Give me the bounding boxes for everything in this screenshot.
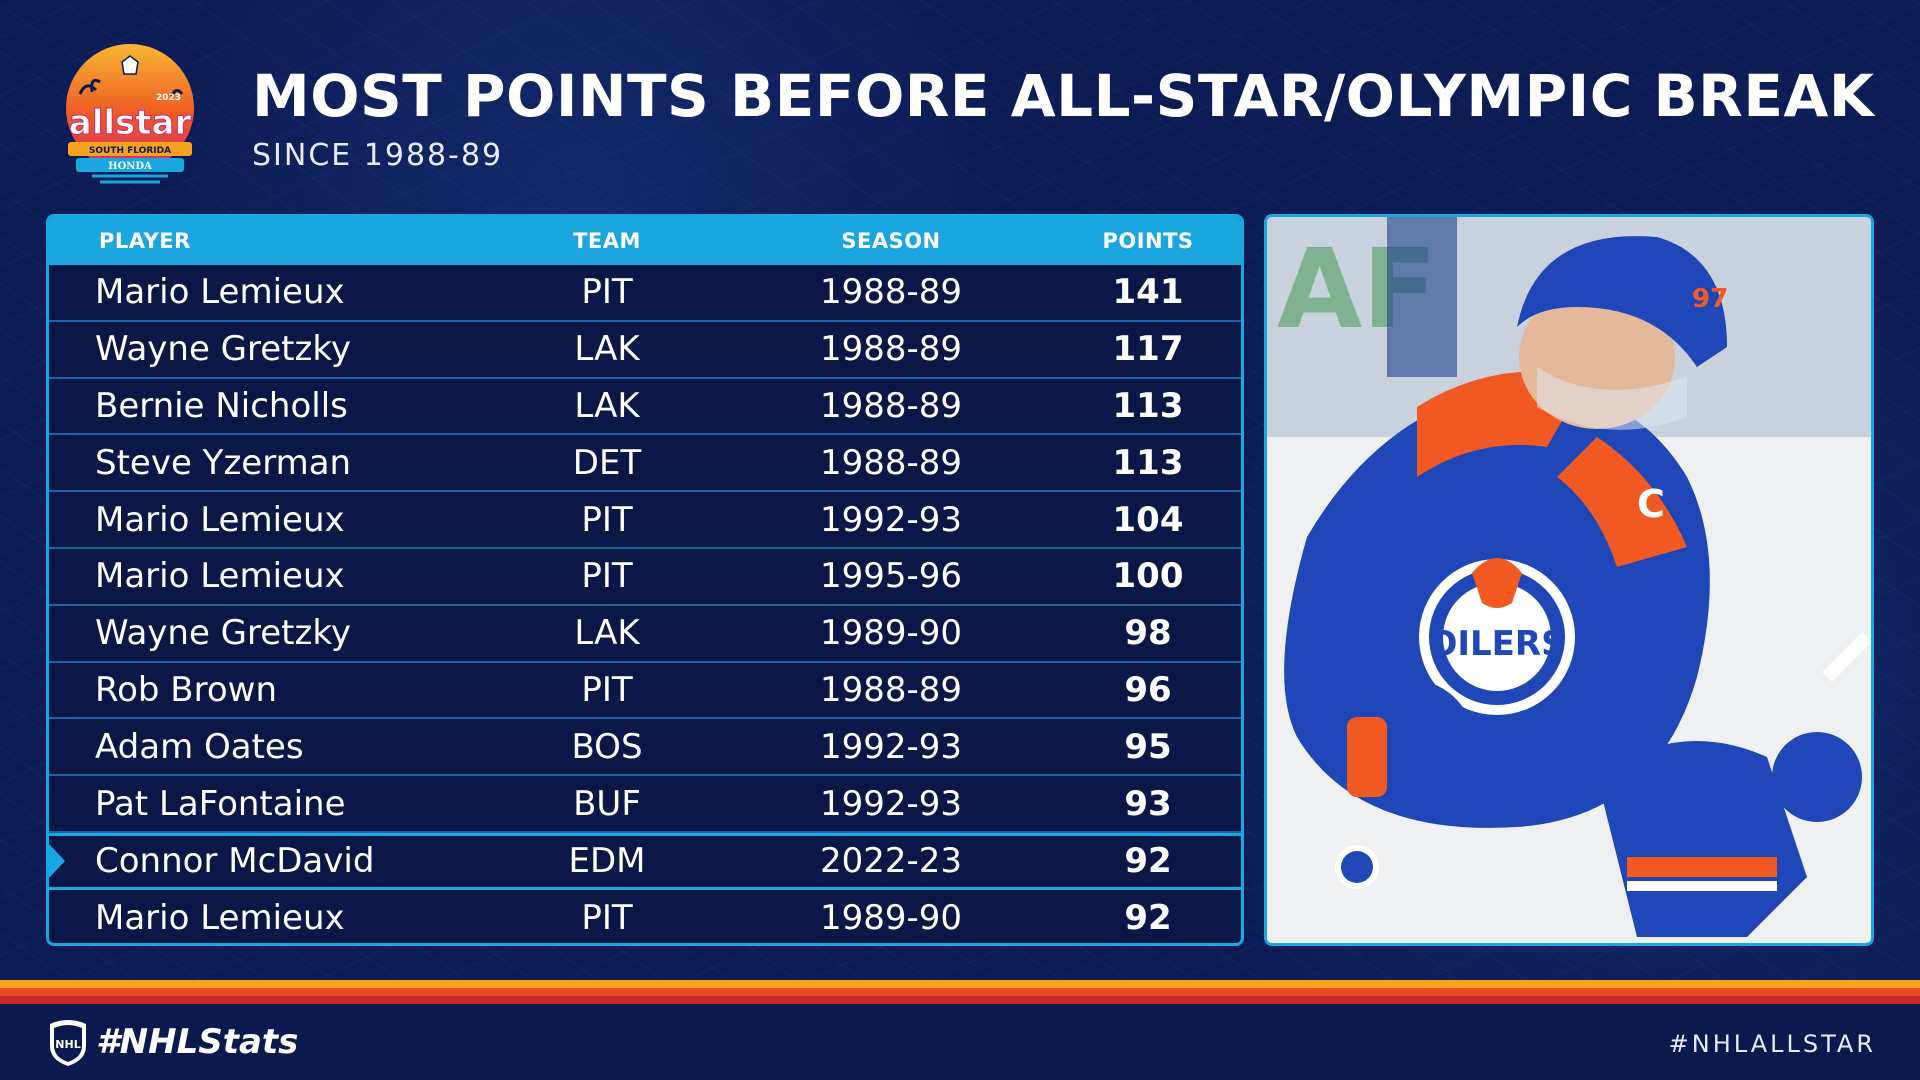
season: 1988-89 bbox=[819, 385, 963, 426]
season: 2022-23 bbox=[819, 841, 963, 882]
stripe-red-orange bbox=[0, 988, 1920, 996]
season: 1988-89 bbox=[819, 329, 963, 370]
team-code: LAK bbox=[574, 329, 640, 370]
nhl-shield-icon: NHL bbox=[50, 1020, 86, 1066]
jersey-number: 97 bbox=[1692, 284, 1728, 314]
team-code: BOS bbox=[571, 726, 643, 767]
player-name: Mario Lemieux bbox=[95, 898, 345, 939]
stripe-red bbox=[0, 996, 1920, 1004]
table-row-highlighted: Connor McDavid EDM 2022-23 92 bbox=[49, 832, 1241, 890]
table-row: Bernie Nicholls LAK 1988-89 113 bbox=[49, 379, 1241, 436]
logo-wordmark: allstar bbox=[69, 103, 192, 143]
column-header-player: PLAYER bbox=[99, 229, 191, 253]
season: 1992-93 bbox=[819, 783, 963, 824]
season: 1989-90 bbox=[819, 898, 963, 939]
points: 92 bbox=[1124, 841, 1172, 882]
shield-text: NHL bbox=[55, 1038, 80, 1051]
all-star-logo: 2023 allstar SOUTH FLORIDA HONDA bbox=[66, 44, 194, 184]
player-name: Bernie Nicholls bbox=[95, 385, 348, 426]
table-body: Mario Lemieux PIT 1988-89 141 Wayne Gret… bbox=[49, 265, 1241, 943]
points: 96 bbox=[1124, 669, 1172, 710]
season: 1988-89 bbox=[819, 272, 963, 313]
jersey-crest-text: OILERS bbox=[1428, 624, 1565, 664]
season: 1992-93 bbox=[819, 499, 963, 540]
column-header-team: TEAM bbox=[573, 229, 641, 253]
player-name: Mario Lemieux bbox=[95, 556, 345, 597]
team-code: EDM bbox=[568, 841, 646, 882]
nhl-allstar-hashtag: #NHLALLSTAR bbox=[1668, 1030, 1876, 1058]
footer: NHL #NHLStats #NHLALLSTAR bbox=[0, 1004, 1920, 1080]
points: 141 bbox=[1112, 272, 1184, 313]
table-row: Mario Lemieux PIT 1988-89 141 bbox=[49, 265, 1241, 322]
points: 100 bbox=[1112, 556, 1184, 597]
season: 1988-89 bbox=[819, 669, 963, 710]
season: 1992-93 bbox=[819, 726, 963, 767]
table-row: Mario Lemieux PIT 1992-93 104 bbox=[49, 492, 1241, 549]
points: 117 bbox=[1112, 329, 1184, 370]
points: 98 bbox=[1124, 613, 1172, 654]
team-code: LAK bbox=[574, 613, 640, 654]
stripe-orange bbox=[0, 980, 1920, 988]
team-code: LAK bbox=[574, 385, 640, 426]
table-row: Wayne Gretzky LAK 1989-90 98 bbox=[49, 606, 1241, 663]
table-row: Rob Brown PIT 1988-89 96 bbox=[49, 663, 1241, 720]
season: 1988-89 bbox=[819, 442, 963, 483]
table-row: Wayne Gretzky LAK 1988-89 117 bbox=[49, 322, 1241, 379]
team-code: PIT bbox=[581, 669, 633, 710]
team-code: PIT bbox=[581, 499, 633, 540]
points: 113 bbox=[1112, 442, 1184, 483]
points: 113 bbox=[1112, 385, 1184, 426]
player-name: Connor McDavid bbox=[95, 841, 375, 882]
page-title: MOST POINTS BEFORE ALL-STAR/OLYMPIC BREA… bbox=[252, 62, 1875, 130]
highlight-marker-icon bbox=[49, 844, 65, 879]
points: 92 bbox=[1124, 898, 1172, 939]
column-header-season: SEASON bbox=[841, 229, 941, 253]
nhl-stats-hashtag: #NHLStats bbox=[96, 1022, 299, 1062]
stats-table: PLAYER TEAM SEASON POINTS Mario Lemieux … bbox=[46, 214, 1244, 946]
table-row: Adam Oates BOS 1992-93 95 bbox=[49, 719, 1241, 777]
table-header: PLAYER TEAM SEASON POINTS bbox=[49, 217, 1241, 265]
player-photo: AF OILERS C 97 bbox=[1264, 214, 1874, 946]
player-name: Wayne Gretzky bbox=[95, 613, 351, 654]
color-stripes bbox=[0, 980, 1920, 1004]
page-subtitle: SINCE 1988-89 bbox=[252, 138, 504, 173]
table-row: Mario Lemieux PIT 1989-90 92 bbox=[49, 890, 1241, 943]
logo-year: 2023 bbox=[156, 93, 181, 103]
team-code: PIT bbox=[581, 272, 633, 313]
captain-mark: C bbox=[1637, 482, 1665, 526]
player-name: Adam Oates bbox=[95, 726, 304, 767]
season: 1989-90 bbox=[819, 613, 963, 654]
player-name: Mario Lemieux bbox=[95, 499, 345, 540]
player-name: Mario Lemieux bbox=[95, 272, 345, 313]
season: 1995-96 bbox=[819, 556, 963, 597]
table-row: Mario Lemieux PIT 1995-96 100 bbox=[49, 549, 1241, 606]
points: 95 bbox=[1124, 726, 1172, 767]
player-illustration: AF OILERS C 97 bbox=[1267, 217, 1871, 943]
team-code: DET bbox=[572, 442, 642, 483]
points: 104 bbox=[1112, 499, 1184, 540]
player-name: Steve Yzerman bbox=[95, 442, 352, 483]
player-name: Wayne Gretzky bbox=[95, 329, 351, 370]
player-name: Pat LaFontaine bbox=[95, 783, 346, 824]
points: 93 bbox=[1124, 783, 1172, 824]
team-code: PIT bbox=[581, 556, 633, 597]
logo-location: SOUTH FLORIDA bbox=[89, 146, 171, 156]
table-row: Pat LaFontaine BUF 1992-93 93 bbox=[49, 776, 1241, 833]
table-row: Steve Yzerman DET 1988-89 113 bbox=[49, 435, 1241, 493]
column-header-points: POINTS bbox=[1102, 229, 1194, 253]
player-name: Rob Brown bbox=[95, 669, 278, 710]
logo-sponsor: HONDA bbox=[108, 161, 152, 172]
team-code: BUF bbox=[573, 783, 641, 824]
team-code: PIT bbox=[581, 898, 633, 939]
